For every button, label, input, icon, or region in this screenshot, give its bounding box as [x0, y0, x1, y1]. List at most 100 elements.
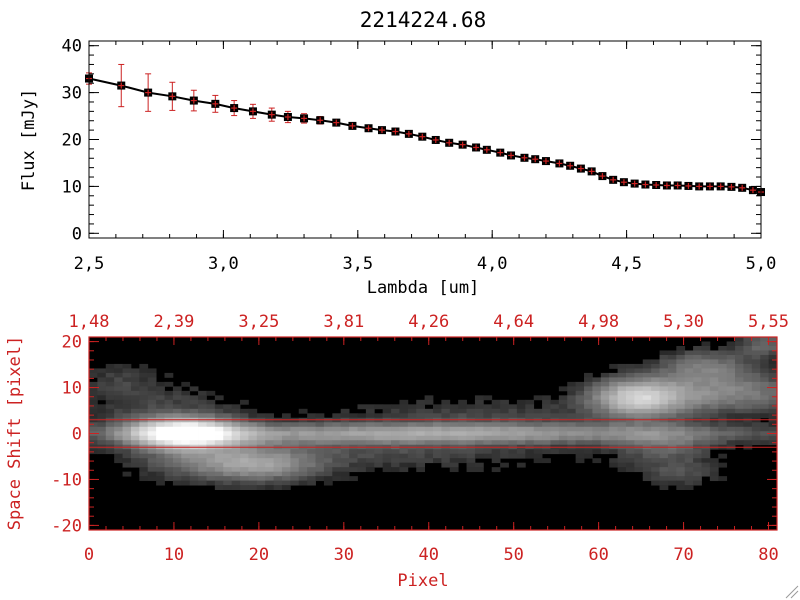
image-pixel	[684, 431, 694, 437]
image-pixel	[760, 354, 770, 360]
image-pixel	[181, 422, 191, 428]
image-pixel	[584, 404, 593, 410]
image-pixel	[676, 372, 686, 378]
image-pixel	[701, 399, 711, 405]
image-pixel	[516, 440, 526, 446]
image-pixel	[659, 453, 669, 459]
image-pixel	[642, 422, 652, 428]
image-pixel	[659, 471, 669, 477]
image-pixel	[357, 404, 367, 410]
image-pixel	[89, 381, 98, 387]
image-pixel	[525, 408, 535, 414]
image-pixel	[751, 413, 761, 419]
image-pixel	[676, 386, 686, 392]
image-pixel	[684, 422, 694, 428]
image-pixel	[130, 435, 140, 441]
image-pixel	[172, 408, 182, 414]
image-pixel	[441, 417, 451, 423]
space-shift-axis-label: Space Shift [pixel]	[5, 336, 25, 530]
image-pixel	[198, 476, 207, 482]
image-pixel	[667, 408, 677, 414]
image-pixel	[248, 449, 258, 455]
image-pixel	[516, 462, 526, 468]
image-pixel	[374, 453, 384, 459]
image-pixel	[600, 386, 610, 392]
image-pixel	[709, 476, 719, 482]
image-pixel	[122, 462, 132, 468]
image-pixel	[651, 390, 660, 396]
image-pixel	[248, 453, 258, 459]
image-pixel	[214, 467, 224, 473]
image-pixel	[634, 386, 644, 392]
image-pixel	[458, 422, 467, 428]
image-pixel	[542, 458, 551, 464]
image-pixel	[172, 390, 182, 396]
image-pixel	[349, 422, 358, 428]
image-pixel	[147, 476, 157, 482]
image-pixel	[584, 372, 593, 378]
image-pixel	[189, 417, 199, 423]
image-pixel	[273, 417, 283, 423]
image-pixel	[189, 453, 199, 459]
image-pixel	[500, 435, 509, 441]
image-pixel	[667, 390, 677, 396]
image-pixel	[625, 404, 635, 410]
image-pixel	[105, 372, 115, 378]
image-pixel	[617, 440, 627, 446]
image-pixel	[651, 435, 660, 441]
image-pixel	[491, 431, 501, 437]
image-pixel	[684, 363, 694, 369]
image-pixel	[290, 417, 300, 423]
image-pixel	[189, 435, 199, 441]
image-pixel	[567, 404, 577, 410]
image-pixel	[676, 453, 686, 459]
image-pixel	[231, 408, 241, 414]
image-pixel	[634, 458, 644, 464]
image-pixel	[743, 417, 753, 423]
image-pixel	[642, 386, 652, 392]
image-pixel	[659, 458, 669, 464]
image-pixel	[172, 458, 182, 464]
image-pixel	[483, 408, 493, 414]
image-pixel	[223, 476, 233, 482]
image-pixel	[147, 458, 157, 464]
image-pixel	[449, 467, 459, 473]
image-pixel	[693, 462, 702, 468]
image-pixel	[709, 368, 719, 374]
image-pixel	[609, 440, 618, 446]
image-pixel	[198, 440, 207, 446]
image-pixel	[735, 422, 744, 428]
image-pixel	[550, 435, 560, 441]
image-pixel	[248, 422, 258, 428]
image-pixel	[651, 417, 660, 423]
image-pixel	[584, 426, 593, 432]
image-pixel	[584, 390, 593, 396]
image-pixel	[684, 485, 694, 491]
image-pixel	[751, 372, 761, 378]
image-pixel	[391, 422, 400, 428]
resize-grip-icon[interactable]	[785, 585, 799, 599]
image-pixel	[768, 345, 778, 351]
image-pixel	[617, 408, 627, 414]
image-pixel	[416, 426, 426, 432]
image-pixel	[256, 476, 266, 482]
image-pixel	[625, 422, 635, 428]
image-pixel	[441, 440, 451, 446]
image-pixel	[130, 449, 140, 455]
image-pixel	[634, 453, 644, 459]
image-pixel	[651, 422, 660, 428]
image-pixel	[382, 413, 392, 419]
image-pixel	[701, 341, 711, 347]
image-pixel	[340, 417, 350, 423]
image-pixel	[651, 395, 660, 401]
image-pixel	[609, 390, 618, 396]
image-pixel	[424, 408, 434, 414]
image-pixel	[391, 408, 400, 414]
image-pixel	[760, 440, 770, 446]
image-pixel	[122, 372, 132, 378]
image-pixel	[600, 381, 610, 387]
image-pixel	[240, 408, 249, 414]
image-pixel	[625, 381, 635, 387]
image-pixel	[567, 381, 577, 387]
image-pixel	[433, 453, 442, 459]
